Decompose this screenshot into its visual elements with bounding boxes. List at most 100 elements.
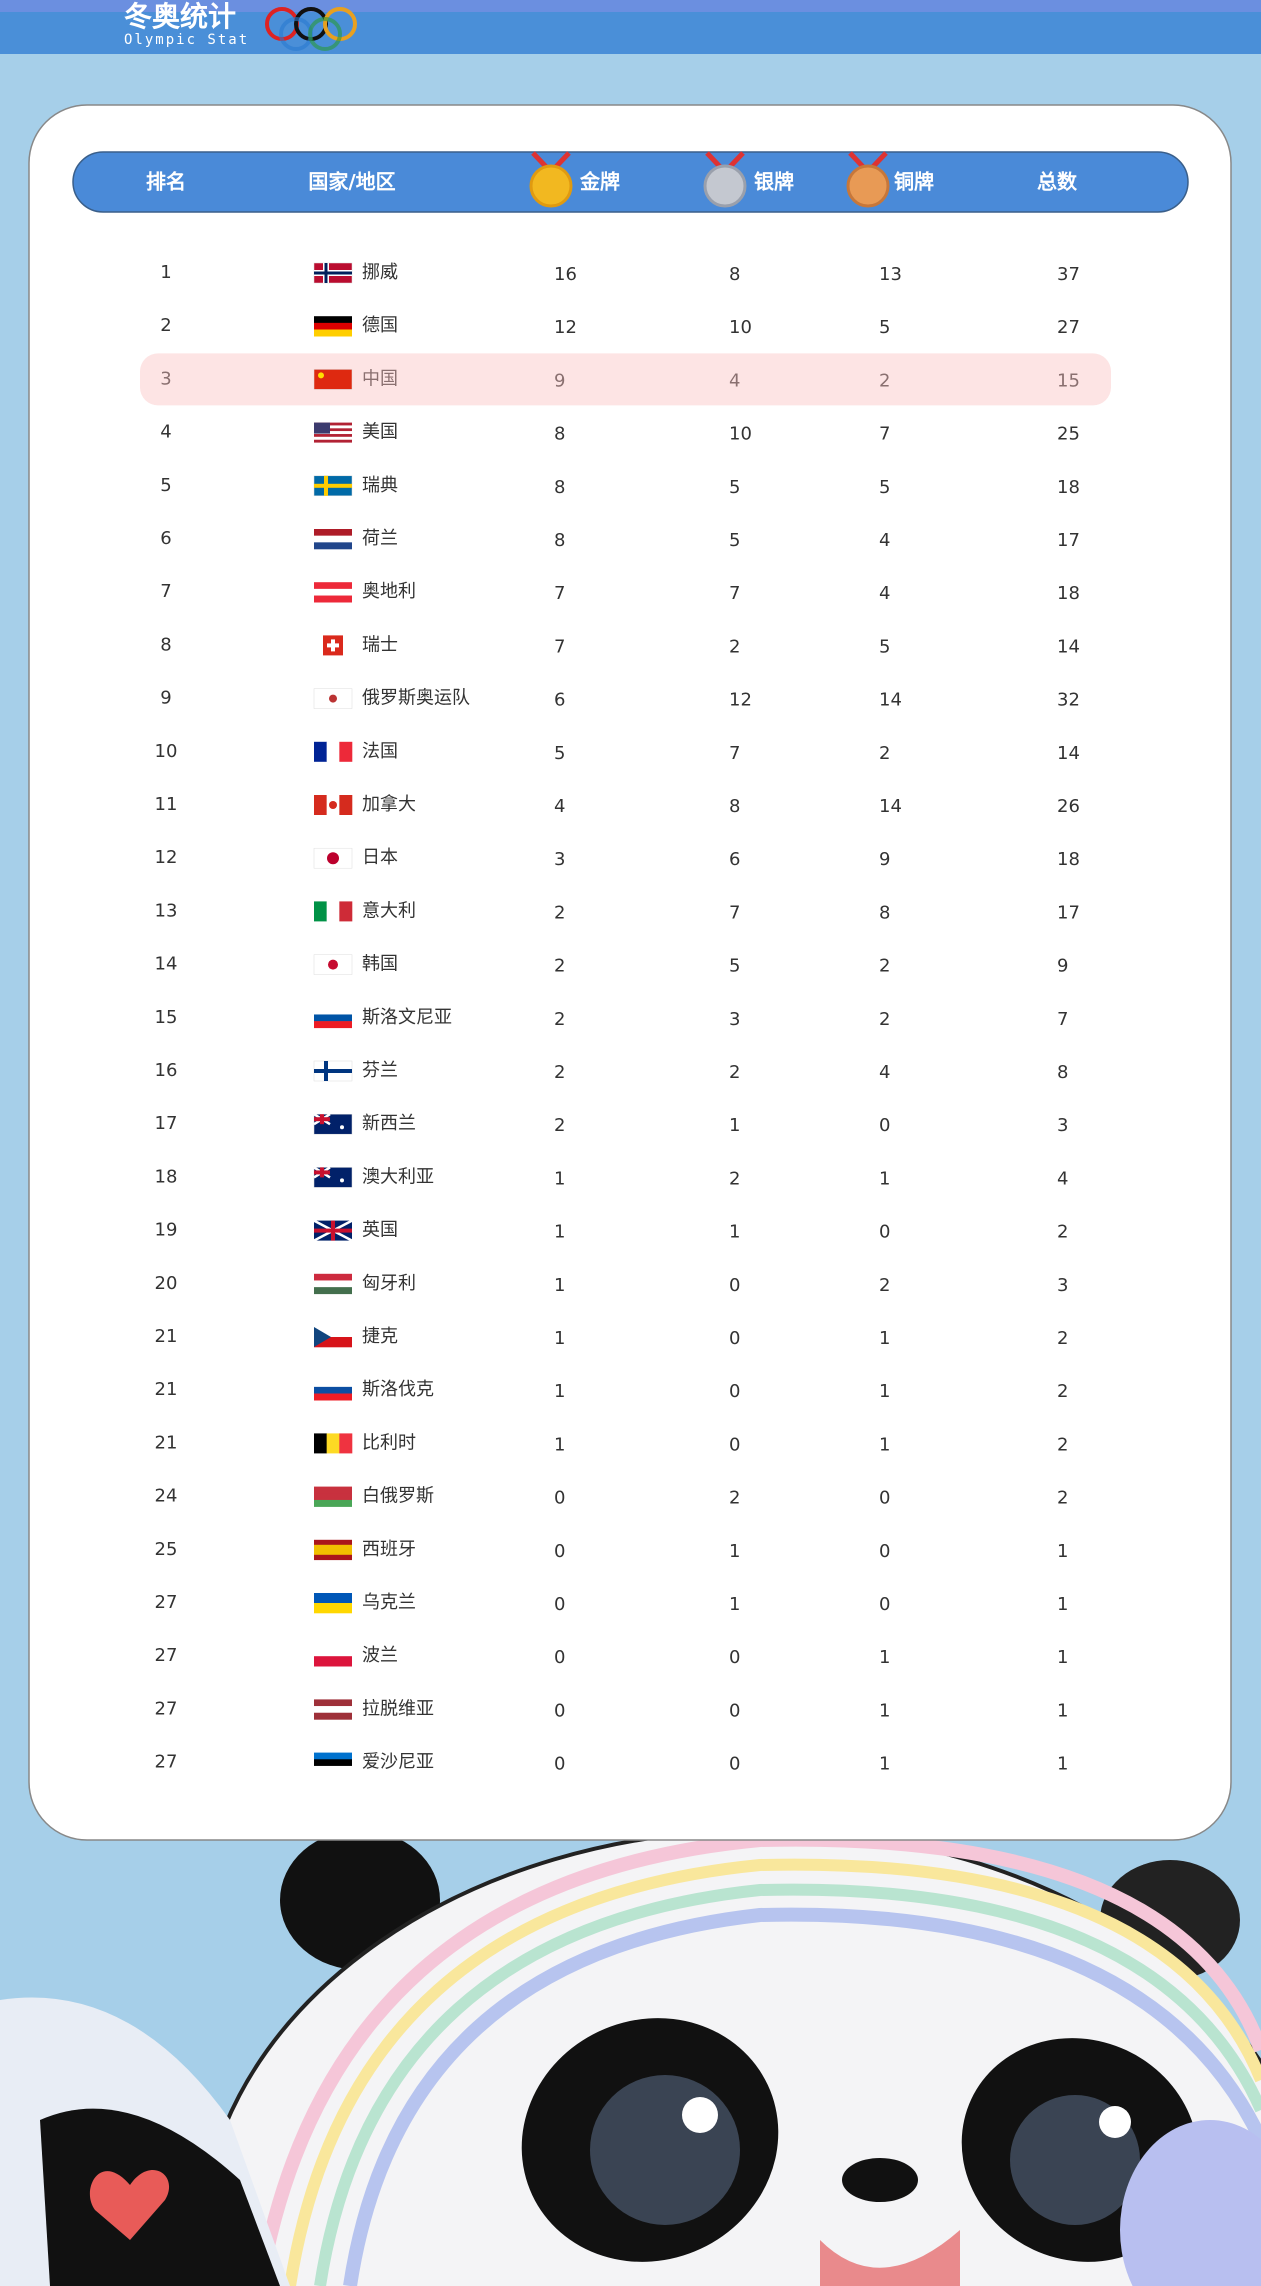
gold-count: 1	[554, 1381, 565, 1402]
silver-count: 5	[729, 956, 740, 977]
table-row: 18 澳大利亚 1 2 1 4	[155, 1166, 1068, 1189]
rank: 24	[155, 1486, 178, 1507]
country-name: 瑞典	[362, 475, 398, 496]
rank: 13	[155, 900, 178, 921]
country-name: 加拿大	[362, 793, 416, 815]
silver-count: 0	[729, 1328, 740, 1349]
silver-count: 12	[729, 690, 752, 711]
gold-count: 4	[554, 796, 565, 817]
rank: 9	[160, 688, 171, 709]
bronze-count: 0	[879, 1541, 890, 1562]
gold-count: 1	[554, 1434, 565, 1455]
country-name: 美国	[362, 422, 398, 443]
rank: 16	[155, 1060, 178, 1081]
gold-count: 5	[554, 743, 565, 764]
table-row: 4 美国 8 10 7 25	[160, 422, 1080, 445]
table-row: 3 中国 9 4 2 15	[140, 353, 1111, 406]
flag	[313, 369, 353, 390]
gold-count: 0	[554, 1754, 565, 1775]
total-count: 25	[1057, 424, 1080, 445]
silver-count: 0	[729, 1381, 740, 1402]
flag-stripe	[314, 1327, 352, 1338]
silver-count: 0	[729, 1434, 740, 1455]
flag-stripe	[314, 1014, 352, 1022]
flag-stripe	[314, 1656, 352, 1667]
gold-count: 0	[554, 1541, 565, 1562]
rank: 21	[155, 1326, 178, 1347]
bronze-count: 0	[879, 1222, 890, 1243]
flag-stripe	[314, 428, 352, 432]
rank: 19	[155, 1220, 178, 1241]
gold-count: 1	[554, 1275, 565, 1296]
medal-icons	[529, 151, 890, 208]
bronze-count: 14	[879, 690, 902, 711]
table-row: 24 白俄罗斯 0 2 0 2	[155, 1486, 1069, 1509]
country-name: 爱沙尼亚	[362, 1752, 434, 1773]
medal	[846, 164, 890, 208]
bronze-count: 1	[879, 1700, 890, 1721]
flag-stripe	[314, 1759, 352, 1767]
gold-count: 0	[554, 1700, 565, 1721]
total-count: 7	[1057, 1009, 1068, 1030]
total-count: 2	[1057, 1381, 1068, 1402]
flag-stripe	[339, 741, 353, 762]
silver-count: 5	[729, 530, 740, 551]
flag-cross	[314, 271, 352, 275]
gold-count: 2	[554, 1062, 565, 1083]
flag-stripe	[314, 741, 327, 762]
flag-stripe	[314, 431, 352, 435]
table-row: 20 匈牙利 1 0 2 3	[155, 1273, 1069, 1296]
flag-star	[340, 1125, 344, 1130]
country-name: 比利时	[362, 1432, 416, 1453]
table-row: 16 芬兰 2 2 4 8	[155, 1060, 1069, 1083]
country-name: 澳大利亚	[362, 1166, 434, 1187]
flag-stripe	[314, 1433, 327, 1454]
table-header	[72, 151, 1189, 213]
silver-count: 0	[729, 1275, 740, 1296]
bronze-count: 5	[879, 317, 890, 338]
flag-stripe	[314, 595, 352, 603]
bronze-count: 4	[879, 583, 890, 604]
rank: 18	[155, 1166, 178, 1187]
silver-count: 0	[729, 1700, 740, 1721]
medal	[703, 164, 747, 208]
rank: 15	[155, 1007, 178, 1028]
rank: 27	[155, 1752, 178, 1773]
total-count: 3	[1057, 1115, 1068, 1136]
flag-cross	[327, 643, 339, 648]
country-name: 中国	[362, 368, 398, 389]
rank: 2	[160, 315, 171, 336]
country-name: 新西兰	[362, 1113, 416, 1134]
gold-count: 1	[554, 1222, 565, 1243]
table-row: 1 挪威 16 8 13 37	[160, 262, 1080, 285]
rank: 21	[155, 1379, 178, 1400]
country-name: 韩国	[362, 954, 398, 975]
silver-count: 1	[729, 1541, 740, 1562]
row-highlight	[140, 353, 1111, 406]
app-subtitle: Olympic Stat	[124, 32, 249, 48]
table-row: 12 日本 3 6 9 18	[155, 847, 1080, 870]
flag-emblem	[329, 694, 337, 703]
app-title: 冬奥统计	[124, 0, 236, 33]
country-name: 法国	[362, 741, 398, 762]
silver-count: 8	[729, 796, 740, 817]
flag-stripe	[314, 1539, 352, 1546]
silver-count: 10	[729, 424, 752, 445]
table-row: 6 荷兰 8 5 4 17	[160, 528, 1080, 551]
gold-count: 16	[554, 264, 577, 285]
flag-stripe	[326, 741, 340, 762]
gold-count: 6	[554, 690, 565, 711]
flag-cross	[314, 1170, 330, 1175]
country-name: 挪威	[362, 262, 398, 283]
country-name: 德国	[362, 315, 398, 336]
silver-count: 0	[729, 1647, 740, 1668]
bronze-count: 4	[879, 530, 890, 551]
country-name: 匈牙利	[362, 1273, 416, 1294]
silver-count: 10	[729, 317, 752, 338]
flag-stripe	[314, 436, 352, 440]
country-name: 英国	[362, 1220, 398, 1241]
bronze-count: 14	[879, 796, 902, 817]
total-count: 14	[1057, 636, 1080, 657]
flag-stripe	[314, 1765, 352, 1773]
